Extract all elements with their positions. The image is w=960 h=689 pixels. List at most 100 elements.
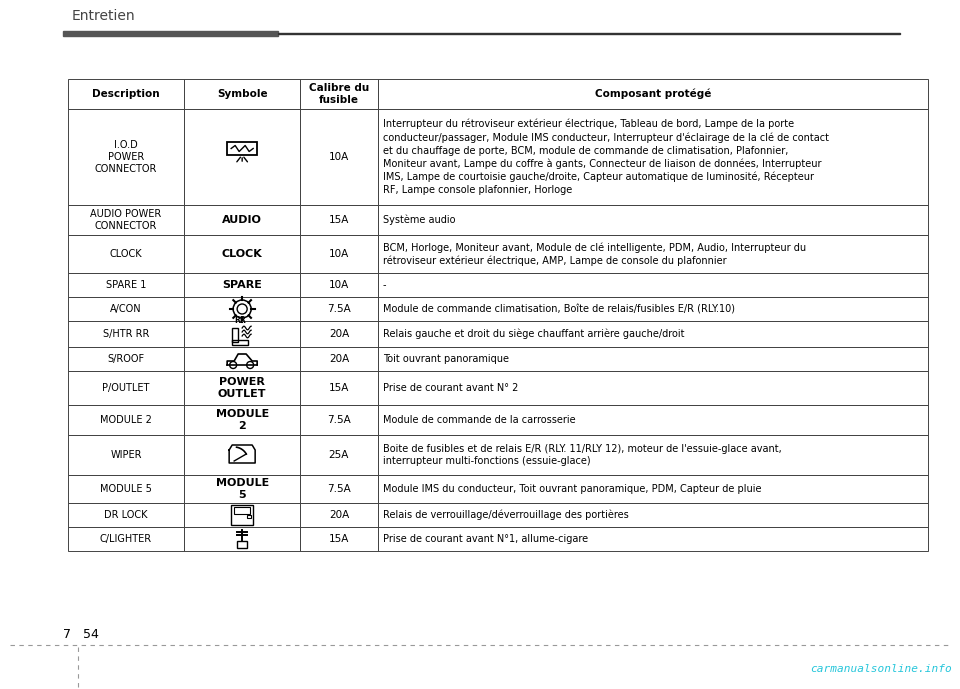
Bar bbox=[232, 340, 248, 345]
Text: 15A: 15A bbox=[328, 215, 349, 225]
Bar bbox=[184, 235, 300, 273]
Bar bbox=[278, 32, 900, 34]
Bar bbox=[377, 297, 928, 321]
Bar bbox=[377, 109, 928, 205]
Text: -: - bbox=[383, 280, 386, 290]
Text: SPARE: SPARE bbox=[222, 280, 262, 290]
Text: C/LIGHTER: C/LIGHTER bbox=[100, 534, 152, 544]
Text: AUDIO: AUDIO bbox=[222, 215, 262, 225]
Text: CLOCK: CLOCK bbox=[222, 249, 262, 259]
Text: Relais de verrouillage/déverrouillage des portières: Relais de verrouillage/déverrouillage de… bbox=[383, 510, 629, 520]
Text: Calibre du
fusible: Calibre du fusible bbox=[309, 83, 369, 105]
Bar bbox=[184, 321, 300, 347]
Text: Module de commande climatisation, Boîte de relais/fusibles E/R (RLY.10): Module de commande climatisation, Boîte … bbox=[383, 304, 734, 314]
Text: Prise de courant avant N°1, allume-cigare: Prise de courant avant N°1, allume-cigar… bbox=[383, 534, 588, 544]
Text: 10A: 10A bbox=[328, 280, 349, 290]
Bar bbox=[300, 503, 377, 527]
Bar bbox=[377, 527, 928, 551]
Text: Relais gauche et droit du siège chauffant arrière gauche/droit: Relais gauche et droit du siège chauffan… bbox=[383, 329, 684, 339]
Text: 7: 7 bbox=[63, 628, 71, 641]
Bar bbox=[184, 297, 300, 321]
Bar bbox=[300, 347, 377, 371]
Text: A/CON: A/CON bbox=[110, 304, 142, 314]
Bar bbox=[184, 371, 300, 405]
Bar bbox=[68, 235, 184, 273]
Text: S/ROOF: S/ROOF bbox=[108, 354, 145, 364]
Text: MODULE 5: MODULE 5 bbox=[100, 484, 152, 494]
Bar bbox=[300, 79, 377, 109]
Bar bbox=[68, 405, 184, 435]
Text: MODULE
5: MODULE 5 bbox=[216, 478, 269, 500]
Bar bbox=[237, 541, 247, 548]
Bar bbox=[68, 475, 184, 503]
Text: carmanualsonline.info: carmanualsonline.info bbox=[810, 664, 951, 674]
Bar bbox=[184, 503, 300, 527]
Bar bbox=[300, 273, 377, 297]
Text: S/HTR RR: S/HTR RR bbox=[103, 329, 149, 339]
Bar bbox=[377, 475, 928, 503]
Text: WIPER: WIPER bbox=[110, 450, 142, 460]
Bar bbox=[377, 205, 928, 235]
Bar bbox=[68, 527, 184, 551]
Bar bbox=[377, 235, 928, 273]
Text: Toit ouvrant panoramique: Toit ouvrant panoramique bbox=[383, 354, 509, 364]
Text: Entretien: Entretien bbox=[72, 9, 135, 23]
Text: POWER
OUTLET: POWER OUTLET bbox=[218, 377, 267, 399]
Text: 7.5A: 7.5A bbox=[327, 304, 350, 314]
Bar bbox=[184, 273, 300, 297]
Bar bbox=[377, 347, 928, 371]
Bar bbox=[300, 527, 377, 551]
Text: AUDIO POWER
CONNECTOR: AUDIO POWER CONNECTOR bbox=[90, 209, 161, 232]
Text: MODULE
2: MODULE 2 bbox=[216, 409, 269, 431]
Text: MODULE 2: MODULE 2 bbox=[100, 415, 152, 425]
Text: 15A: 15A bbox=[328, 383, 349, 393]
Text: Interrupteur du rétroviseur extérieur électrique, Tableau de bord, Lampe de la p: Interrupteur du rétroviseur extérieur él… bbox=[383, 119, 828, 195]
Bar bbox=[377, 435, 928, 475]
Text: 25A: 25A bbox=[328, 450, 349, 460]
Text: 10A: 10A bbox=[328, 152, 349, 162]
Bar bbox=[300, 321, 377, 347]
Text: I.O.D
POWER
CONNECTOR: I.O.D POWER CONNECTOR bbox=[95, 140, 157, 174]
Text: 54: 54 bbox=[83, 628, 99, 641]
Text: DR LOCK: DR LOCK bbox=[105, 510, 148, 520]
Text: SPARE 1: SPARE 1 bbox=[106, 280, 146, 290]
Bar bbox=[300, 371, 377, 405]
Text: Prise de courant avant N° 2: Prise de courant avant N° 2 bbox=[383, 383, 518, 393]
Text: 20A: 20A bbox=[328, 354, 349, 364]
Bar bbox=[300, 235, 377, 273]
Text: P/OUTLET: P/OUTLET bbox=[103, 383, 150, 393]
Bar bbox=[184, 205, 300, 235]
Bar bbox=[68, 273, 184, 297]
Text: 7.5A: 7.5A bbox=[327, 484, 350, 494]
Text: 15A: 15A bbox=[328, 534, 349, 544]
Bar bbox=[184, 405, 300, 435]
Text: Module IMS du conducteur, Toit ouvrant panoramique, PDM, Capteur de pluie: Module IMS du conducteur, Toit ouvrant p… bbox=[383, 484, 761, 494]
Text: Boite de fusibles et de relais E/R (RLY. 11/RLY 12), moteur de l'essuie-glace av: Boite de fusibles et de relais E/R (RLY.… bbox=[383, 444, 781, 466]
Bar bbox=[184, 527, 300, 551]
Text: 10A: 10A bbox=[328, 249, 349, 259]
Bar bbox=[68, 109, 184, 205]
Bar bbox=[68, 435, 184, 475]
Bar bbox=[300, 475, 377, 503]
Text: 7.5A: 7.5A bbox=[327, 415, 350, 425]
Bar bbox=[68, 205, 184, 235]
Bar bbox=[300, 405, 377, 435]
Bar bbox=[377, 503, 928, 527]
Bar bbox=[377, 321, 928, 347]
Bar bbox=[377, 371, 928, 405]
Text: Symbole: Symbole bbox=[217, 89, 268, 99]
Text: Système audio: Système audio bbox=[383, 215, 455, 225]
Bar bbox=[68, 347, 184, 371]
Text: 20A: 20A bbox=[328, 329, 349, 339]
Text: 20A: 20A bbox=[328, 510, 349, 520]
Bar bbox=[184, 347, 300, 371]
Text: CLOCK: CLOCK bbox=[109, 249, 142, 259]
Bar bbox=[232, 328, 238, 342]
Bar bbox=[300, 109, 377, 205]
Bar bbox=[377, 405, 928, 435]
Bar bbox=[247, 515, 252, 518]
Bar bbox=[184, 435, 300, 475]
Bar bbox=[228, 142, 257, 155]
Text: RR: RR bbox=[234, 316, 246, 325]
Bar bbox=[184, 79, 300, 109]
